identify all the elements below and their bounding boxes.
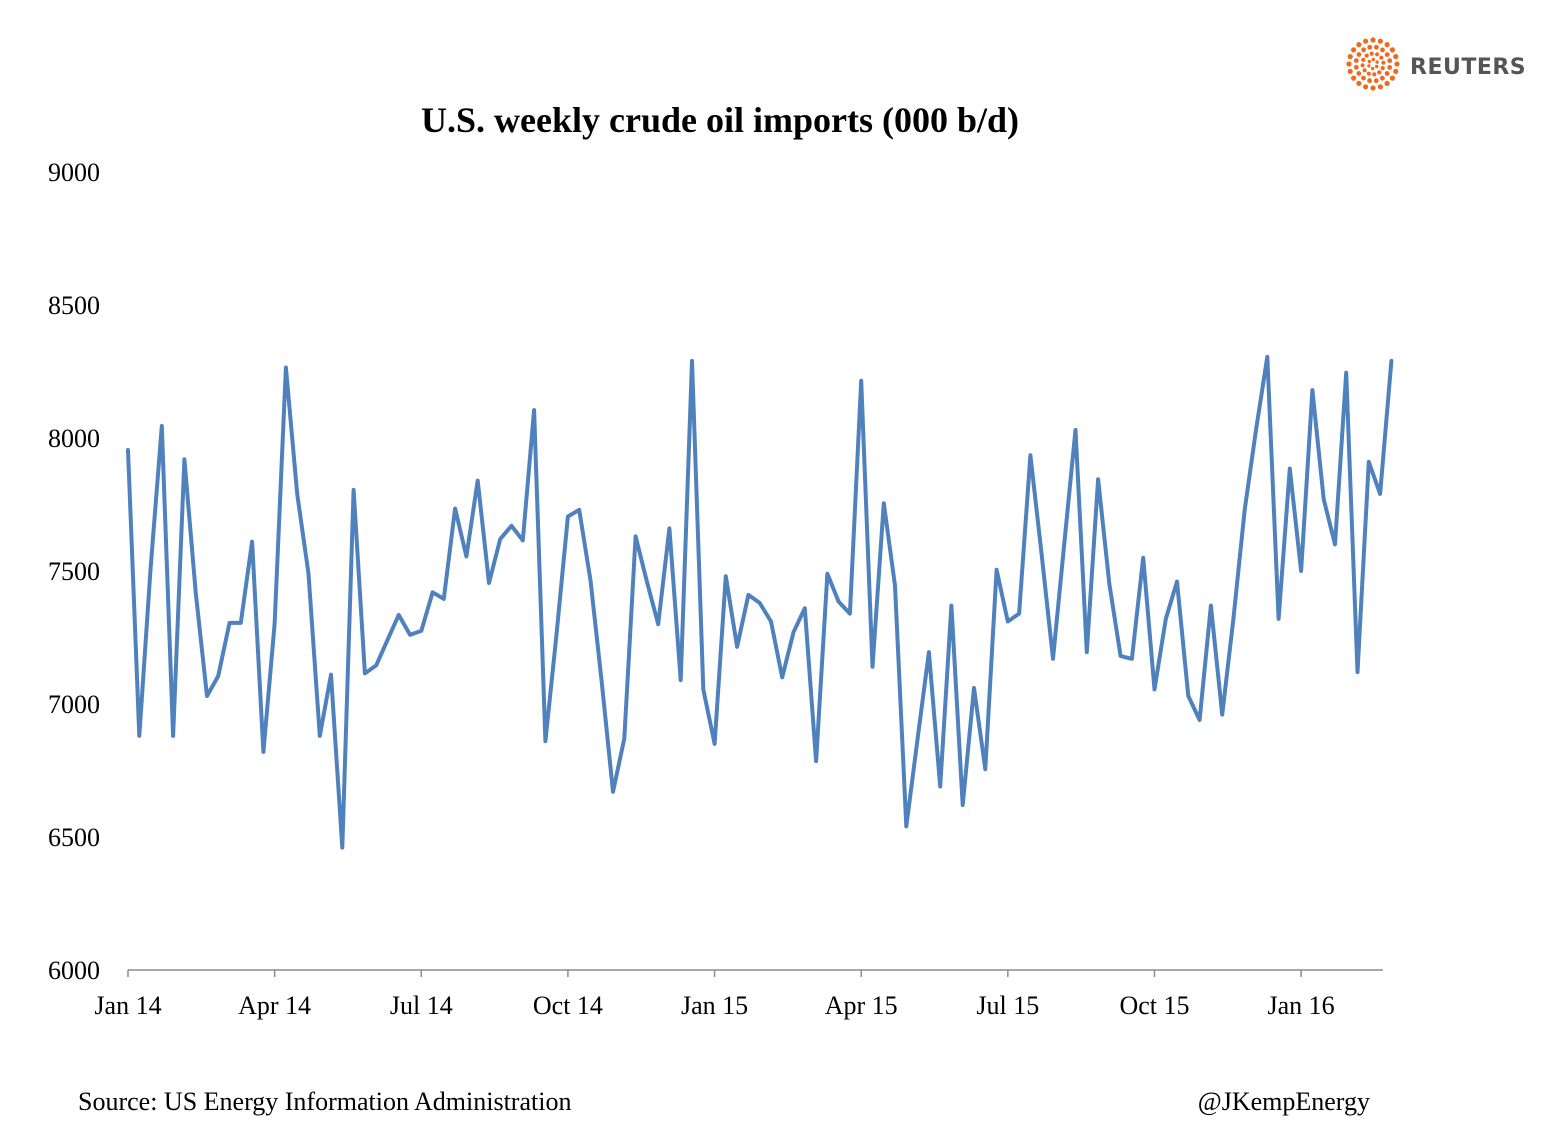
- logo-dot: [1380, 47, 1385, 53]
- logo-dot: [1377, 84, 1383, 90]
- logo-dot: [1356, 80, 1362, 86]
- logo-dot: [1361, 57, 1366, 63]
- logo-dot: [1360, 63, 1365, 68]
- x-tick-label: Jan 16: [1268, 991, 1335, 1020]
- x-tick-label: Oct 15: [1119, 991, 1189, 1020]
- logo-dot: [1384, 71, 1390, 76]
- logo-dot: [1394, 61, 1400, 67]
- logo-dot: [1367, 44, 1373, 50]
- logo-dot: [1389, 75, 1395, 81]
- y-tick-label: 6500: [48, 823, 100, 852]
- logo-dot: [1371, 57, 1376, 62]
- logo-dot: [1380, 75, 1385, 81]
- logo-dot: [1366, 71, 1371, 76]
- y-tick-label: 7500: [48, 557, 100, 586]
- logo-dot: [1356, 52, 1362, 57]
- logo-dot: [1381, 60, 1386, 65]
- x-tick-label: Jan 14: [94, 991, 161, 1020]
- logo-dot: [1351, 47, 1357, 53]
- x-tick-label: Apr 15: [825, 991, 898, 1020]
- logo-dot: [1363, 38, 1369, 44]
- logo-dot: [1370, 37, 1376, 43]
- logo-dot: [1377, 70, 1382, 75]
- logo-dot: [1367, 78, 1372, 84]
- logo-dot: [1384, 42, 1390, 48]
- x-tick-label: Jul 14: [390, 991, 453, 1020]
- logo-dot: [1375, 60, 1379, 64]
- reuters-wordmark: REUTERS: [1410, 55, 1526, 80]
- logo-dot: [1353, 64, 1359, 70]
- x-tick-label: Apr 14: [238, 991, 311, 1020]
- logo-dot: [1377, 38, 1383, 44]
- logo-dot: [1369, 51, 1374, 56]
- reuters-logo: REUTERS: [1346, 37, 1526, 91]
- logo-dot: [1353, 58, 1359, 63]
- logo-dot: [1356, 71, 1362, 76]
- series-group: [126, 354, 1394, 850]
- logo-dot: [1361, 75, 1366, 81]
- chart-title: U.S. weekly crude oil imports (000 b/d): [421, 100, 1019, 140]
- logo-dot: [1379, 55, 1384, 60]
- logo-dot: [1393, 68, 1399, 74]
- logo-dot: [1393, 54, 1399, 60]
- y-tick-label: 8000: [48, 424, 100, 453]
- logo-dot: [1387, 65, 1393, 70]
- y-tick-label: 6000: [48, 956, 100, 985]
- logo-dot: [1387, 58, 1393, 64]
- logo-dot: [1375, 52, 1380, 57]
- logo-dot: [1384, 52, 1390, 57]
- series-line: [126, 354, 1394, 850]
- logo-dot: [1361, 47, 1366, 53]
- author-credit: @JKempEnergy: [1198, 1087, 1370, 1116]
- logo-dot: [1351, 75, 1357, 81]
- logo-dot: [1373, 78, 1379, 84]
- x-axis: Jan 14 Apr 14 Jul 14 Oct 14 Jan 15 Apr 15 Jul …: [94, 969, 1383, 1020]
- logo-dot: [1363, 84, 1369, 90]
- logo-dot: [1347, 68, 1353, 74]
- logo-dot: [1347, 54, 1353, 60]
- x-tick-label: Jan 15: [681, 991, 748, 1020]
- source-note: Source: US Energy Information Administra…: [78, 1087, 571, 1116]
- logo-dot: [1389, 47, 1395, 53]
- y-tick-label: 8500: [48, 291, 100, 320]
- logo-dot: [1346, 61, 1352, 67]
- logo-dot: [1374, 44, 1379, 50]
- logo-dot: [1371, 66, 1375, 71]
- logo-dot: [1364, 53, 1369, 58]
- x-tick-label: Oct 14: [533, 991, 603, 1020]
- y-axis: 6000 6500 7000 7500 8000 8500 9000: [48, 158, 100, 985]
- logo-dot: [1372, 72, 1377, 77]
- logo-dot: [1370, 85, 1376, 91]
- y-tick-label: 9000: [48, 158, 100, 187]
- logo-dot: [1367, 64, 1371, 68]
- logo-dot: [1367, 59, 1372, 64]
- logo-dot: [1384, 80, 1390, 86]
- x-tick-label: Jul 15: [976, 991, 1039, 1020]
- logo-dot: [1362, 68, 1367, 73]
- logo-dot: [1375, 64, 1379, 69]
- y-tick-label: 7000: [48, 690, 100, 719]
- reuters-logo-icon: [1346, 37, 1400, 91]
- logo-dot: [1356, 42, 1362, 48]
- logo-dot: [1380, 66, 1385, 71]
